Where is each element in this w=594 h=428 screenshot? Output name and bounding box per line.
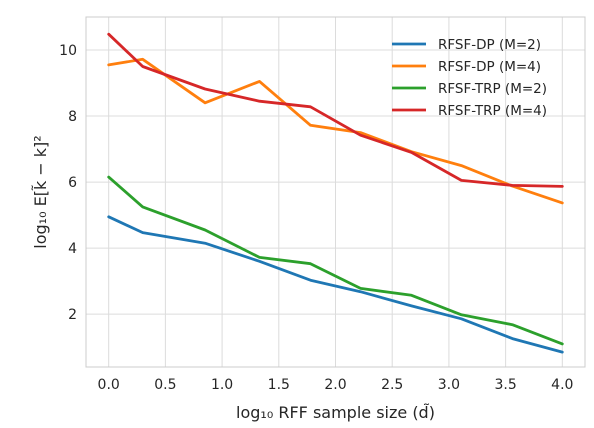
y-tick-label: 4 (68, 241, 77, 257)
series-line (107, 57, 564, 205)
x-tick-label: 0.5 (154, 377, 176, 393)
x-tick-labels: 0.0 0.5 1.0 1.5 2.0 2.5 3.0 3.5 4.0 (98, 377, 574, 393)
x-tick-label: 4.0 (551, 377, 573, 393)
plot-frame (85, 16, 586, 368)
x-tick-label: 2.5 (381, 377, 403, 393)
x-tick-label: 2.0 (324, 377, 346, 393)
legend: RFSF-DP (M=2) RFSF-DP (M=4) RFSF-TRP (M=2)… (392, 37, 547, 119)
legend-label: RFSF-DP (M=2) (438, 37, 541, 53)
y-tick-label: 10 (59, 43, 77, 59)
x-tick-label: 1.5 (268, 377, 290, 393)
y-tick-label: 6 (68, 175, 77, 191)
y-tick-labels: 2 4 6 8 10 (59, 43, 77, 323)
x-tick-label: 3.5 (494, 377, 516, 393)
legend-label: RFSF-TRP (M=2) (438, 81, 547, 97)
y-axis-label: log₁₀ E[k̃ − k]² (31, 135, 50, 248)
x-axis-label: log₁₀ RFF sample size (d̃) (236, 403, 435, 422)
series-line (107, 175, 564, 346)
x-tick-label: 3.0 (438, 377, 460, 393)
y-tick-label: 8 (68, 109, 77, 125)
series-line (107, 215, 564, 354)
legend-label: RFSF-DP (M=4) (438, 59, 541, 75)
series-layer (107, 32, 564, 354)
legend-label: RFSF-TRP (M=4) (438, 103, 547, 119)
x-tick-label: 1.0 (211, 377, 233, 393)
series-line (107, 32, 564, 188)
x-tick-label: 0.0 (98, 377, 120, 393)
y-tick-label: 2 (68, 307, 77, 323)
grid (86, 17, 585, 367)
